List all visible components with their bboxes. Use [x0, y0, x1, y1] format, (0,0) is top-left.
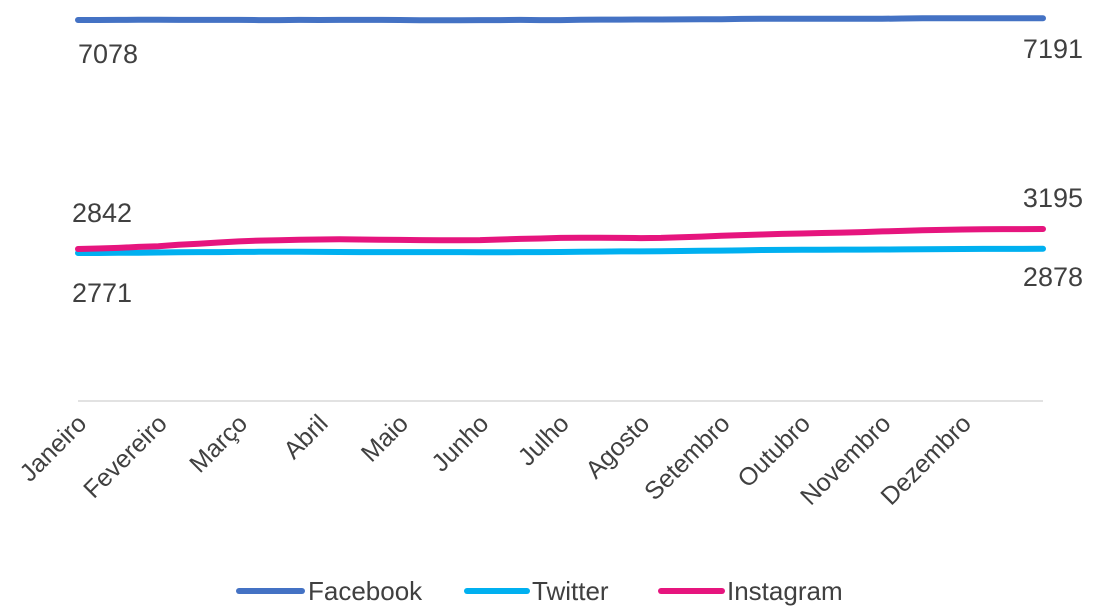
data-label-instagram-start: 2842 [72, 198, 132, 228]
series-line-facebook [75, 15, 1046, 24]
legend-label-facebook: Facebook [308, 576, 423, 606]
data-label-instagram-end: 3195 [1023, 183, 1083, 213]
series-line-twitter [75, 245, 1046, 256]
data-label-twitter-end: 2878 [1023, 262, 1083, 292]
x-tick-label: Junho [426, 409, 494, 477]
x-tick-label: Julho [513, 409, 575, 471]
legend-label-twitter: Twitter [532, 576, 609, 606]
series-line-instagram [75, 226, 1046, 252]
data-label-facebook-end: 7191 [1023, 34, 1083, 64]
data-label-facebook-start: 7078 [78, 39, 138, 69]
x-tick-label: Janeiro [14, 409, 92, 487]
x-tick-label: Abril [278, 409, 333, 464]
x-tick-label: Março [184, 409, 253, 478]
data-label-twitter-start: 2771 [72, 278, 132, 308]
data-labels: 7078 7191 2842 3195 2771 2878 [72, 34, 1083, 308]
legend-item-twitter: Twitter [464, 576, 609, 606]
legend-label-instagram: Instagram [727, 576, 843, 606]
legend-item-facebook: Facebook [236, 576, 423, 606]
x-tick-label: Maio [356, 409, 414, 467]
legend-item-instagram: Instagram [658, 576, 843, 606]
plot-lines [75, 15, 1046, 256]
legend: Facebook Twitter Instagram [236, 576, 843, 606]
x-tick-label: Fevereiro [78, 409, 172, 503]
x-tick-label: Outubro [732, 409, 816, 493]
x-tick-label: Agosto [580, 409, 655, 484]
x-tick-label: Setembro [639, 409, 735, 505]
